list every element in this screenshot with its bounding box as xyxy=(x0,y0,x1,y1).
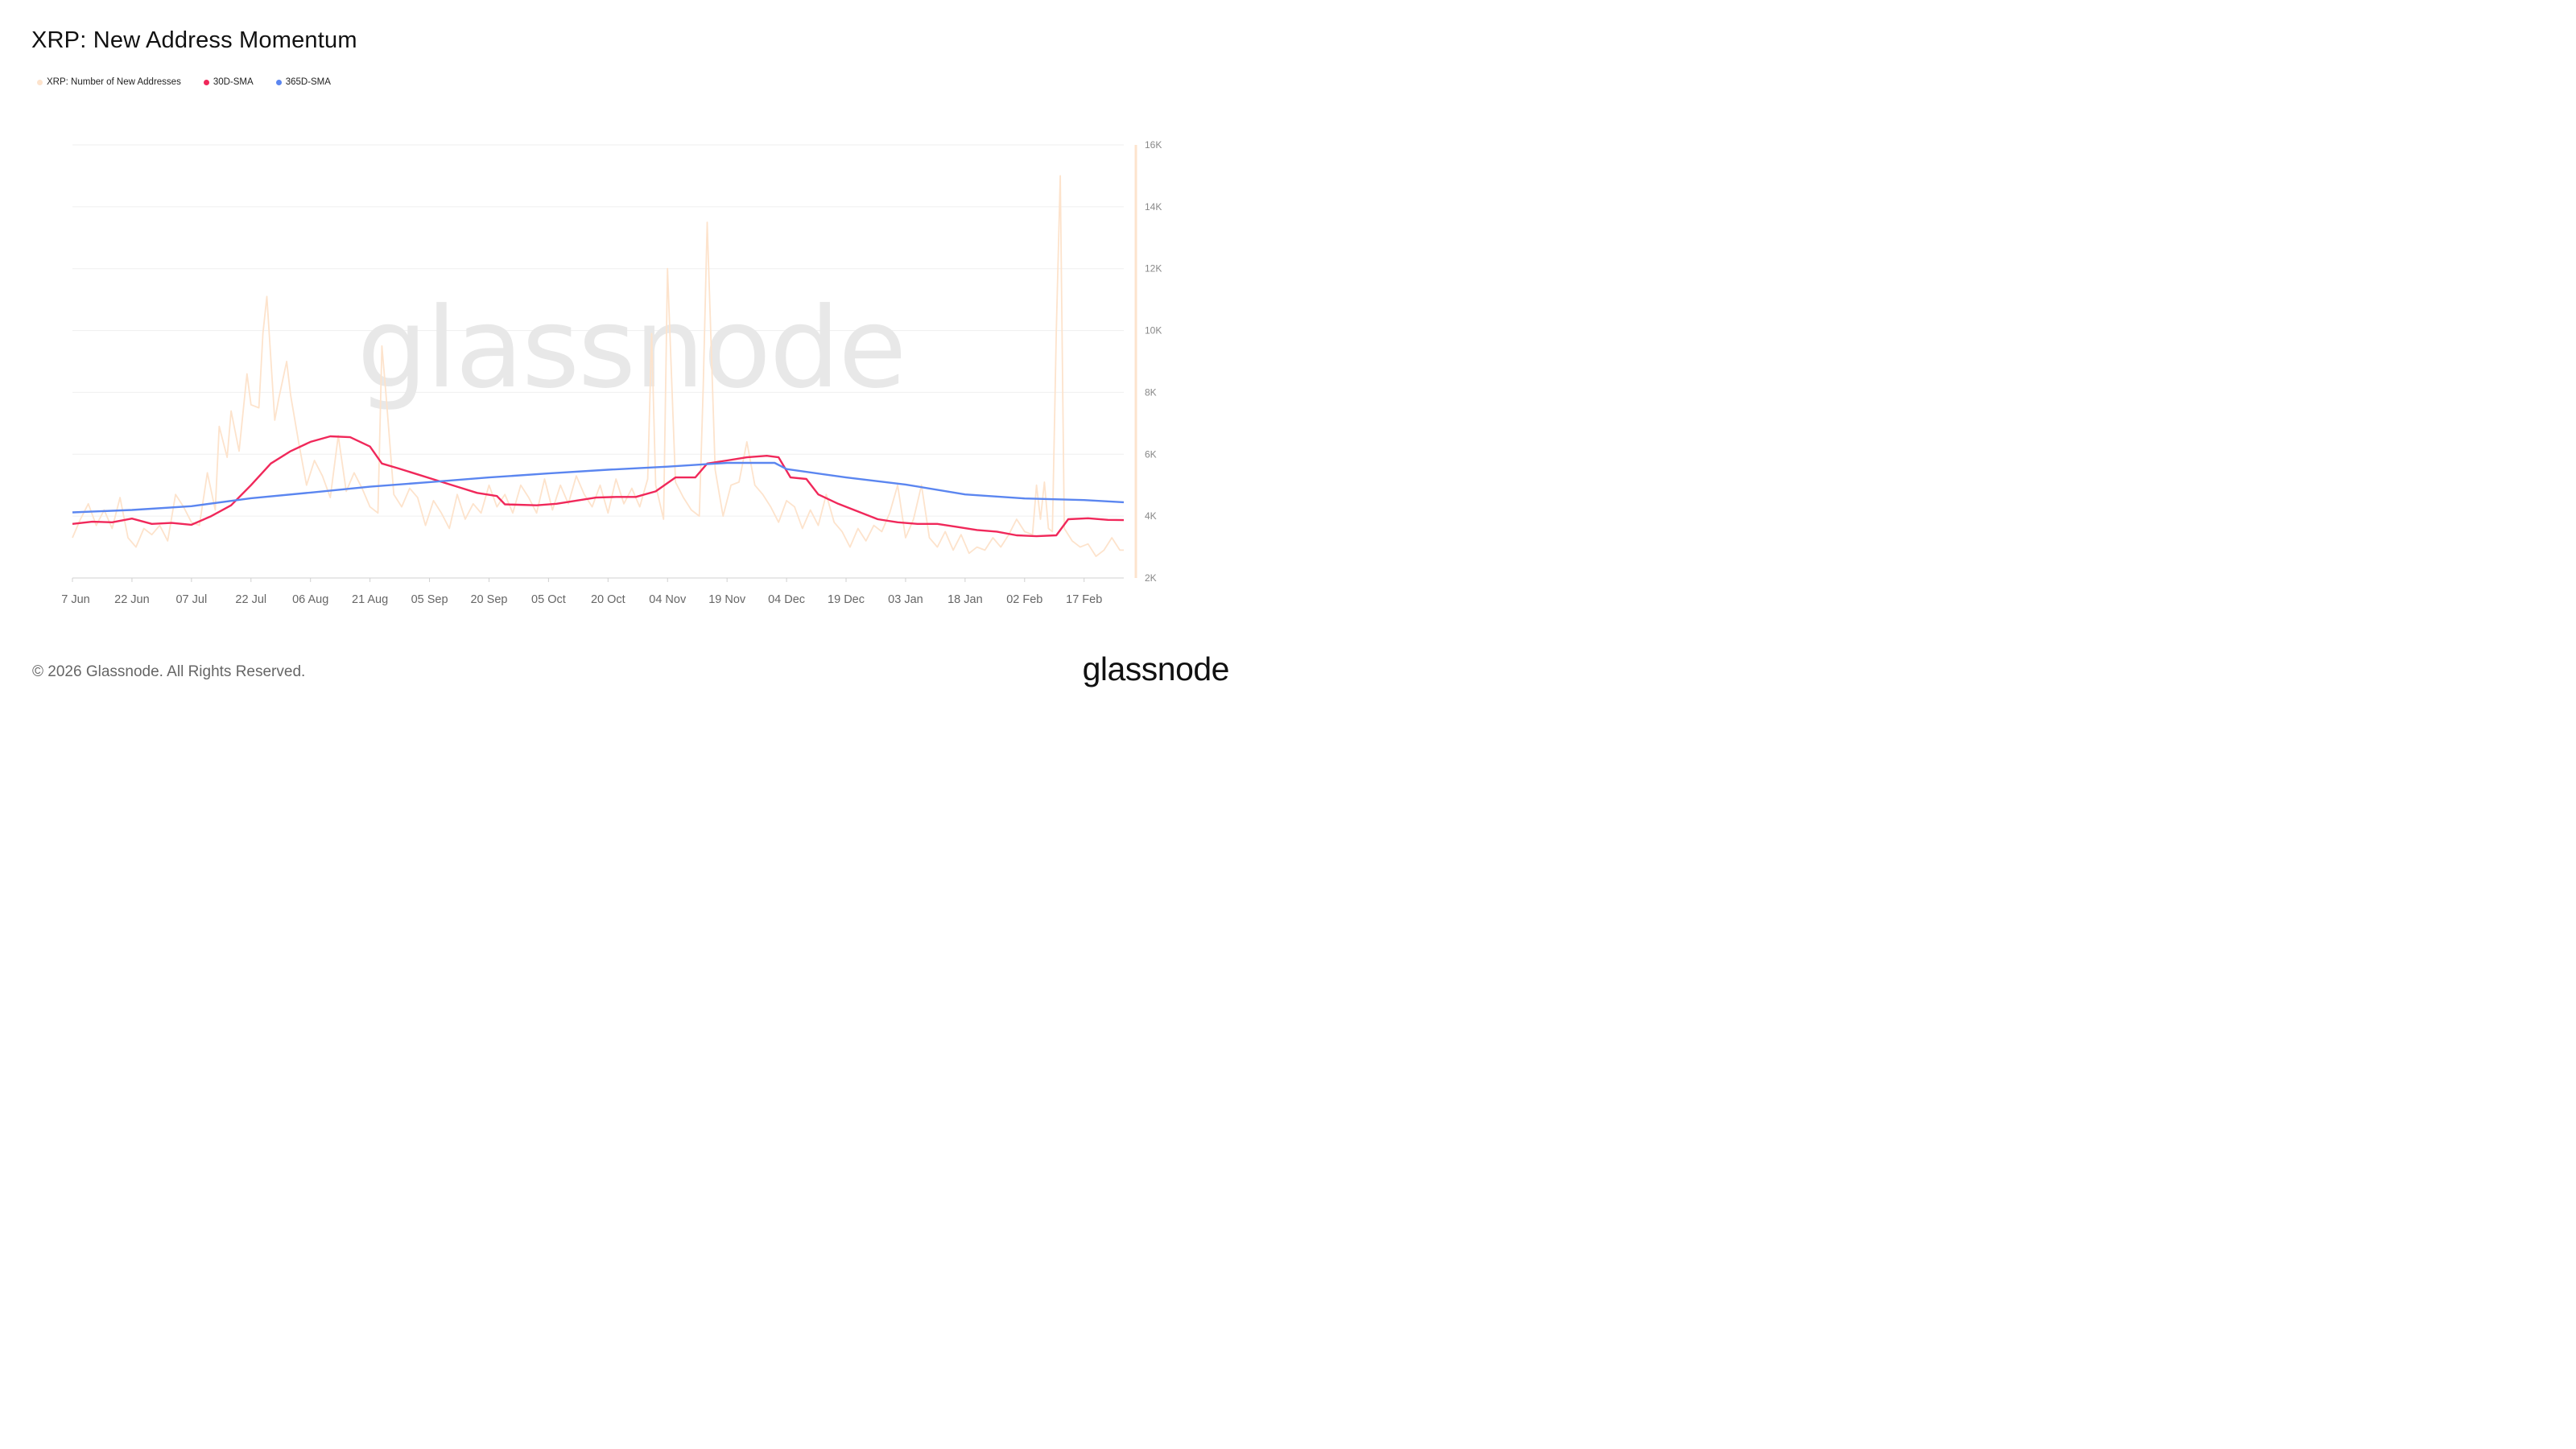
legend-label: 30D-SMA xyxy=(213,77,254,87)
y-tick-label: 2K xyxy=(1145,572,1157,584)
x-axis: 7 Jun 22 Jun 07 Jul 22 Jul 06 Aug 21 Aug 05 Se… xyxy=(61,577,1124,606)
x-tick-label: 07 Jul xyxy=(175,593,207,606)
x-tick-label: 19 Nov xyxy=(708,593,746,606)
y-tick-label: 16K xyxy=(1145,139,1162,151)
x-tick-label: 18 Jan xyxy=(947,593,983,606)
x-tick-label: 22 Jul xyxy=(235,593,266,606)
legend-dot-icon xyxy=(275,79,282,85)
x-tick-label: 04 Dec xyxy=(768,593,805,606)
series-line-1 xyxy=(72,435,1125,538)
y-tick-label: 12K xyxy=(1145,263,1162,275)
x-tick-label: 22 Jun xyxy=(114,593,150,606)
chart-series xyxy=(72,175,1125,557)
x-tick-label: 20 Sep xyxy=(470,593,507,606)
legend-item-30d-sma[interactable]: 30D-SMA xyxy=(203,77,254,87)
page-title: XRP: New Address Momentum xyxy=(31,27,357,53)
y-axis: 2K 4K 6K 8K 10K 12K 14K 16K xyxy=(1134,139,1162,584)
y-tick-label: 14K xyxy=(1145,201,1162,213)
legend-label: 365D-SMA xyxy=(285,77,331,87)
legend-item-365d-sma[interactable]: 365D-SMA xyxy=(275,77,331,87)
x-tick-label: 03 Jan xyxy=(888,593,923,606)
x-tick-label: 20 Oct xyxy=(591,593,625,606)
x-tick-label: 19 Dec xyxy=(828,593,865,606)
x-tick-label: 05 Sep xyxy=(411,593,448,606)
x-tick-label: 02 Feb xyxy=(1006,593,1042,606)
x-tick-label: 04 Nov xyxy=(649,593,687,606)
x-tick-label: 17 Feb xyxy=(1066,593,1102,606)
legend-dot-icon xyxy=(203,79,209,85)
series-line-0 xyxy=(72,175,1124,557)
copyright-text: © 2026 Glassnode. All Rights Reserved. xyxy=(32,663,306,680)
x-tick-label: 7 Jun xyxy=(61,593,89,606)
x-tick-label: 06 Aug xyxy=(292,593,328,606)
y-tick-label: 6K xyxy=(1145,448,1157,460)
x-tick-label: 21 Aug xyxy=(352,593,388,606)
brand-logo[interactable]: glassnode xyxy=(1082,650,1230,687)
legend-label: XRP: Number of New Addresses xyxy=(47,77,181,87)
chart-watermark: glassnode xyxy=(357,283,906,413)
y-tick-label: 4K xyxy=(1145,510,1157,522)
x-tick-label: 05 Oct xyxy=(531,593,566,606)
legend-dot-icon xyxy=(37,79,43,85)
y-tick-label: 8K xyxy=(1145,386,1157,398)
series-line-2 xyxy=(72,461,1125,514)
y-tick-label: 10K xyxy=(1145,325,1162,336)
chart-legend: XRP: Number of New Addresses 30D-SMA 365… xyxy=(37,77,353,87)
line-chart: glassnode 7 Jun 22 Jun 07 Jul 22 Jul 06 Aug 2… xyxy=(61,139,1162,606)
legend-item-new-addresses[interactable]: XRP: Number of New Addresses xyxy=(37,77,181,87)
